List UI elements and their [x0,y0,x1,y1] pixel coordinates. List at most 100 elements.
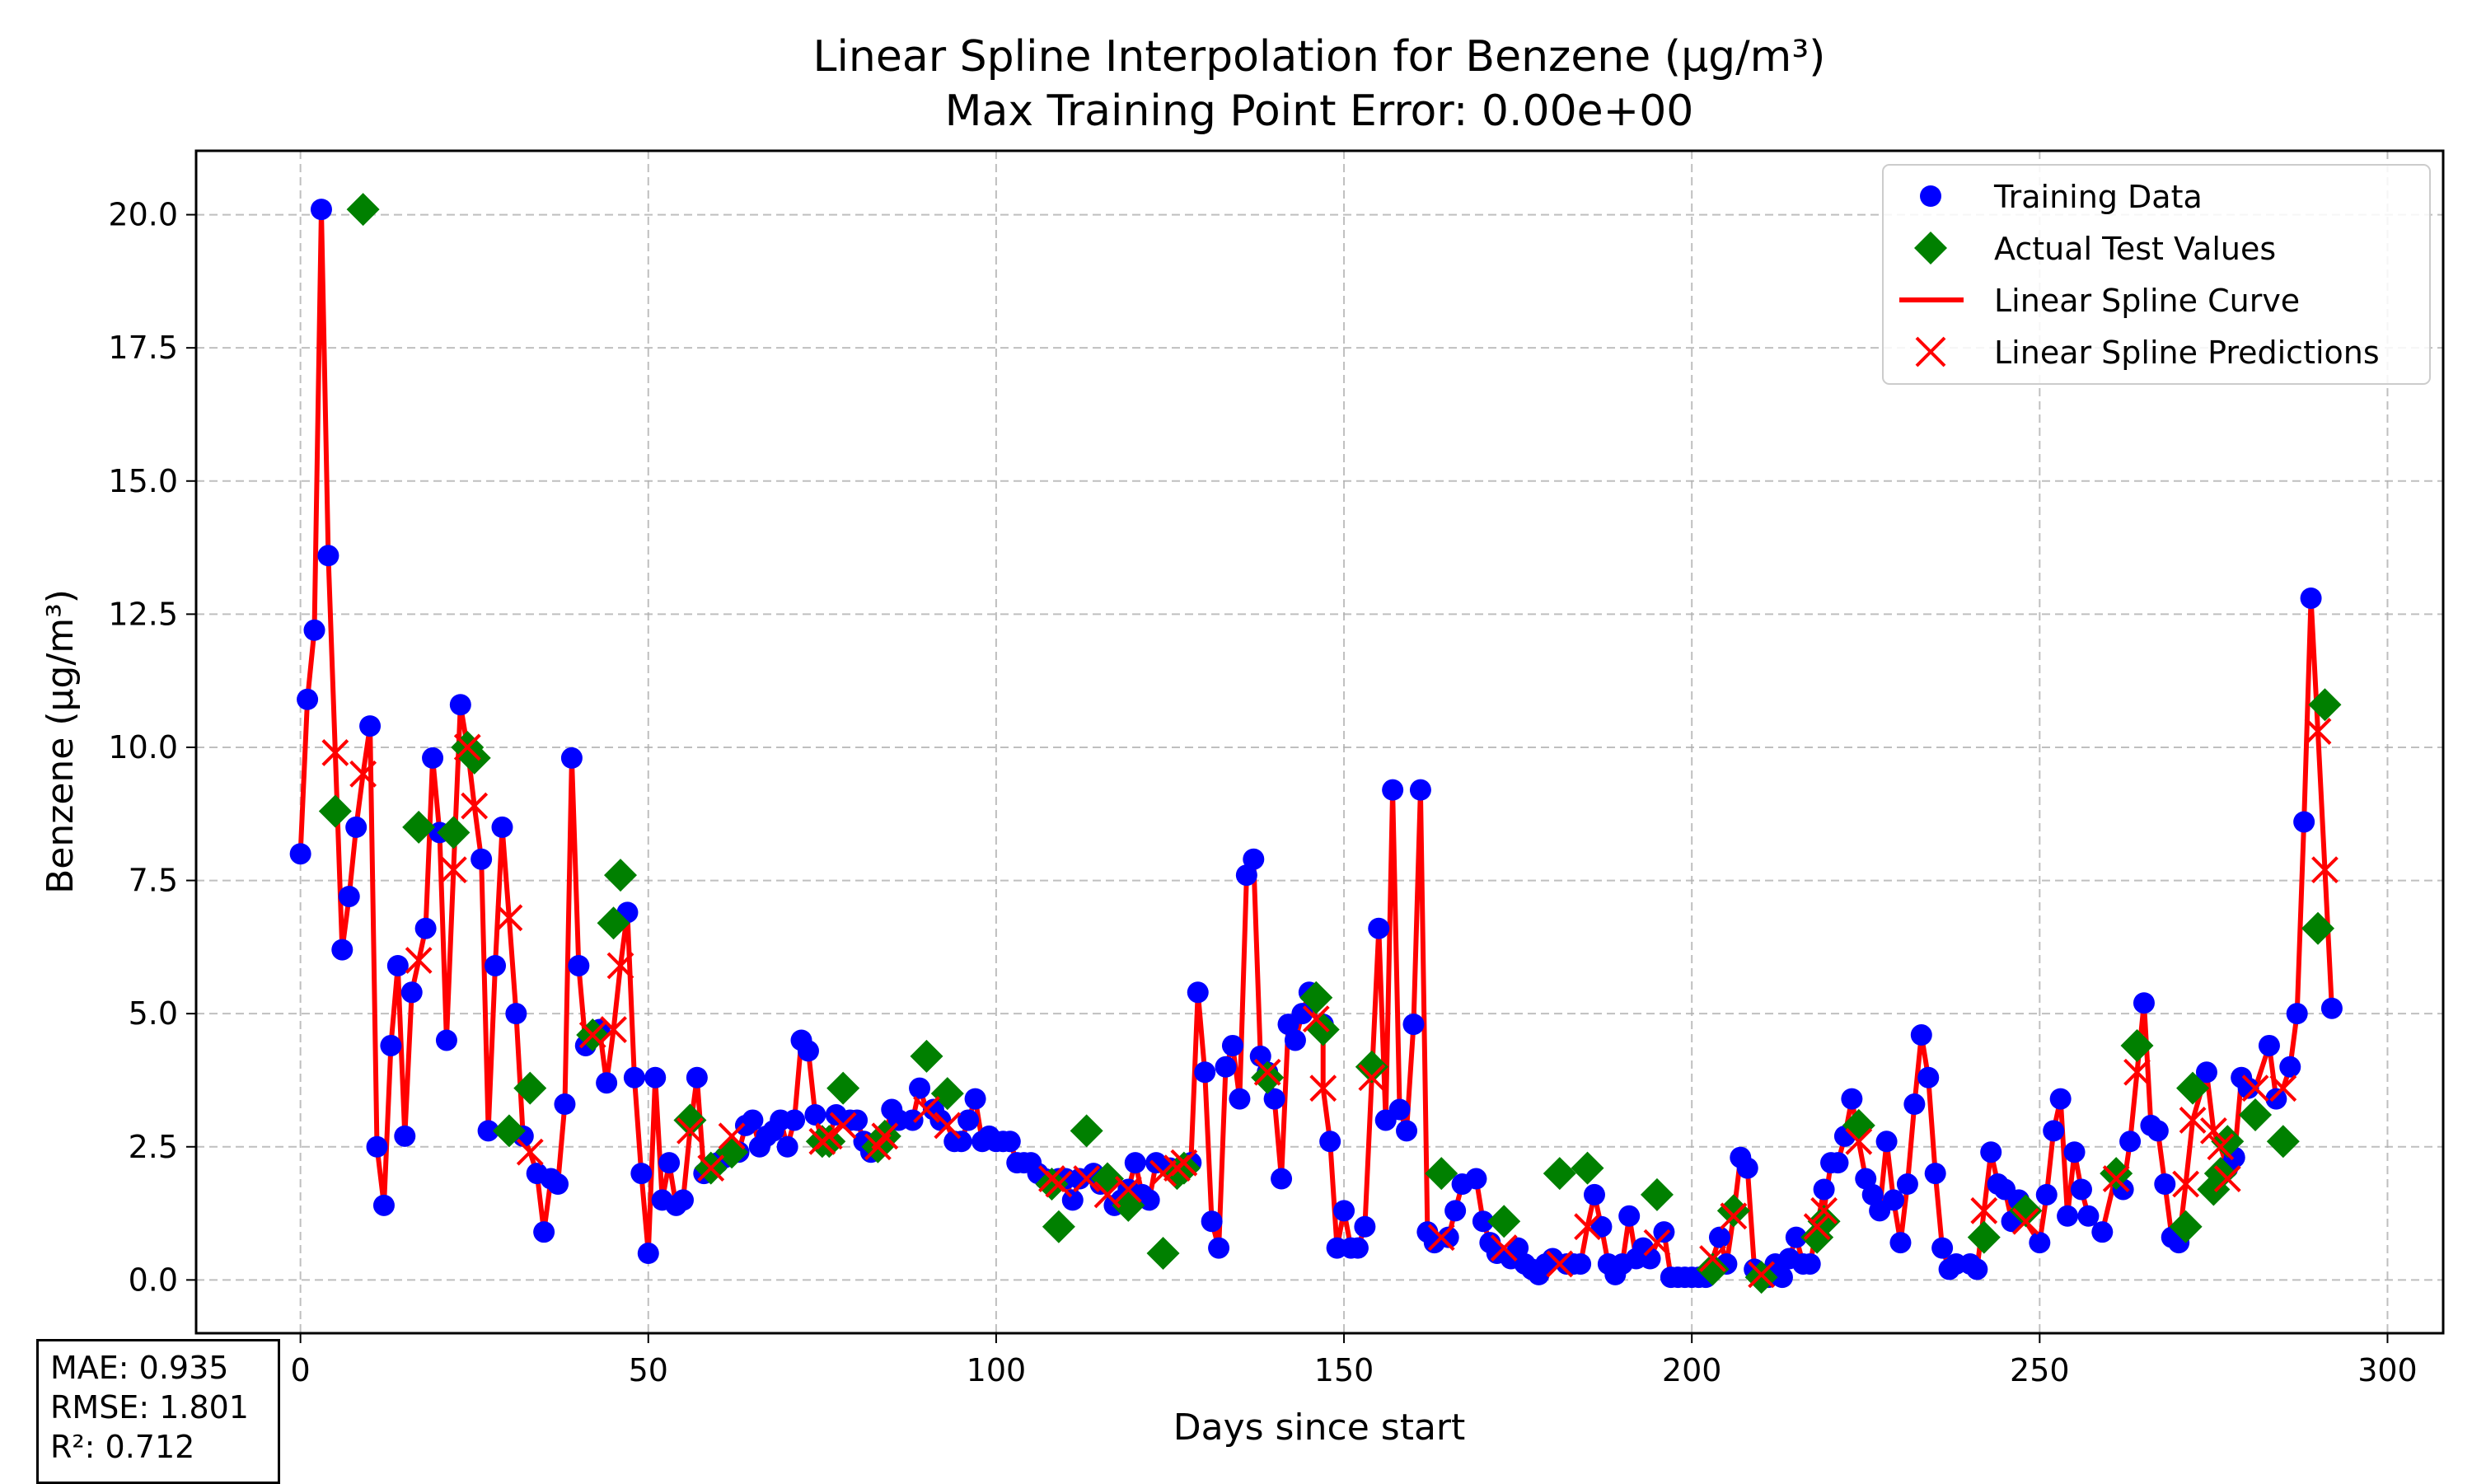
legend-marker-prediction [1915,336,1946,367]
training-point [477,1120,499,1142]
test-point [2009,1194,2043,1228]
training-point [1799,1252,1821,1275]
prediction-point [2269,1074,2297,1102]
prediction-point [495,904,523,932]
test-point [812,1125,846,1159]
training-point [672,1189,694,1211]
test-point [1744,1261,1778,1294]
training-point [901,1109,924,1131]
training-point [1465,1168,1487,1190]
chart-subtitle: Max Training Point Error: 0.00e+00 [945,87,1694,136]
metric-r2: R²: 0.712 [50,1429,195,1465]
prediction-point [321,739,349,766]
test-point [1167,1151,1201,1185]
legend-box [1882,164,2431,385]
training-point [2119,1131,2142,1153]
training-point [297,688,319,710]
training-point [366,1135,388,1158]
training-point [1221,1034,1243,1056]
training-point [485,954,507,976]
prediction-point [2179,1107,2207,1134]
training-point [2293,811,2315,833]
training-point [317,545,339,567]
training-point [2237,1077,2259,1099]
training-point [2091,1221,2114,1243]
y-tick-label: 7.5 [129,863,178,899]
training-point [1402,1014,1425,1036]
prediction-point [405,947,433,974]
training-point [1201,1210,1223,1233]
training-point [1931,1237,1954,1259]
prediction-point [1845,1127,1873,1155]
training-point [658,1152,681,1174]
training-point [1924,1163,1946,1185]
legend: Training Data Actual Test Values Linear Sp… [1882,164,2431,385]
prediction-point [1490,1234,1518,1262]
test-point [1716,1194,1750,1228]
y-tick-label: 5.0 [129,995,178,1032]
test-point [1042,1210,1075,1243]
prediction-point [1574,1213,1601,1241]
training-point [784,1109,806,1131]
y-tick-label: 17.5 [108,330,178,366]
training-point [2070,1178,2092,1201]
prediction-point [1546,1250,1574,1278]
training-point [1883,1189,1905,1211]
training-point [2049,1088,2072,1110]
training-point [533,1221,555,1243]
prediction-point [1114,1176,1142,1203]
training-point [1333,1200,1355,1222]
training-point [394,1125,416,1147]
training-point [1736,1157,1758,1179]
training-point [435,1029,457,1051]
prediction-point [2241,1074,2269,1102]
training-point [1388,1098,1411,1121]
training-point [2029,1232,2051,1254]
training-point [289,843,311,865]
prediction-point [1720,1202,1748,1230]
training-point [1444,1200,1467,1222]
training-point [1917,1066,1940,1088]
training-point [1507,1237,1529,1259]
training-point [1346,1237,1369,1259]
test-point [1696,1252,1730,1286]
training-point [505,1003,527,1025]
legend-marker-training [1920,185,1941,207]
prediction-point [2172,1170,2200,1198]
training-point [1841,1088,1863,1110]
test-point [1035,1168,1069,1201]
test-point [513,1071,547,1105]
training-point [2195,1061,2217,1084]
training-point [422,747,444,769]
training-point [2258,1034,2280,1056]
training-point [1896,1173,1918,1196]
training-point [2057,1205,2079,1227]
training-point [637,1243,659,1265]
test-point [2176,1071,2210,1105]
prediction-point [2199,1117,2227,1145]
prediction-point [600,1016,627,1043]
training-point [1368,917,1390,939]
axes-frame [194,149,2445,1335]
test-point [1146,1237,1180,1271]
training-point [1771,1266,1793,1289]
x-tick-label: 150 [1314,1352,1374,1388]
prediction-point [516,1138,544,1166]
prediction-point [1149,1159,1177,1187]
test-point [492,1114,526,1148]
training-point [568,954,590,976]
training-point [400,981,423,1004]
training-point [630,1163,653,1185]
training-point [1966,1258,1988,1280]
training-point [1889,1232,1912,1254]
prediction-point [2123,1058,2151,1086]
plot-area [289,193,2343,1294]
legend-marker-test [1914,232,1947,264]
prediction-point [453,733,481,761]
training-point [547,1173,569,1196]
training-point [1235,864,1257,887]
prediction-point [606,952,634,980]
training-point [380,1034,402,1056]
prediction-point [1643,1229,1671,1257]
training-point [386,954,409,976]
